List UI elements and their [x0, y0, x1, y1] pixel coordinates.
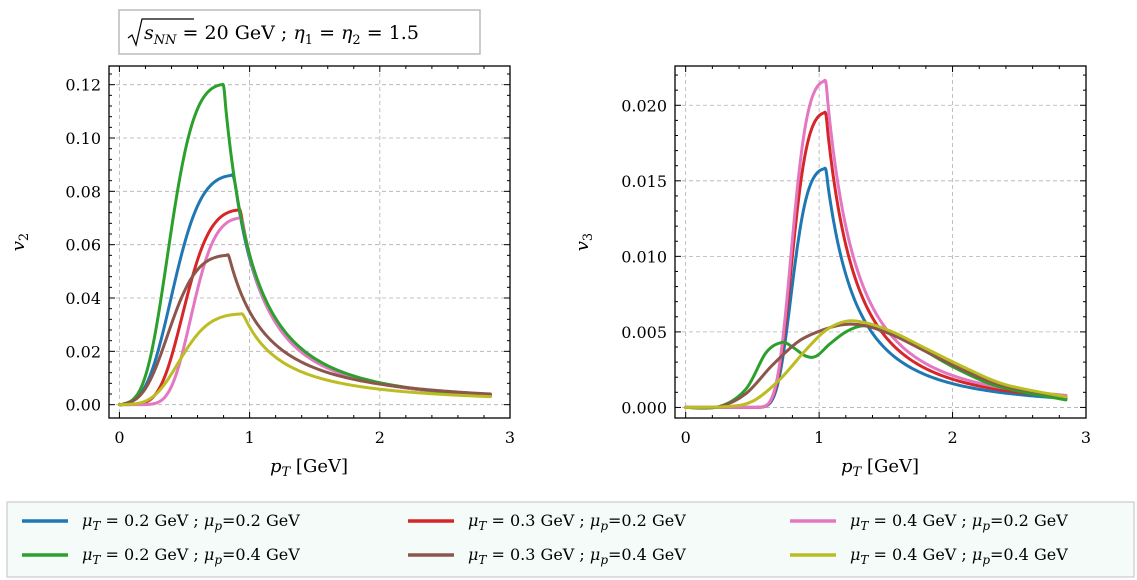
x-tick-label: 1	[814, 428, 824, 447]
v3-grid	[675, 66, 1087, 418]
x-tick-label: 3	[505, 428, 515, 447]
legend-label: μT = 0.3 GeV ; μp=0.4 GeV	[468, 545, 686, 567]
legend-entry: μT = 0.2 GeV ; μp=0.2 GeV	[22, 511, 300, 533]
legend-label: μT = 0.2 GeV ; μp=0.2 GeV	[82, 511, 300, 533]
v2-x-axis-label: pT [GeV]	[270, 456, 348, 480]
y-tick-label: 0.00	[65, 396, 101, 415]
y-tick-label: 0.10	[65, 129, 101, 148]
y-tick-label: 0.000	[621, 398, 667, 417]
legend-label: μT = 0.2 GeV ; μp=0.4 GeV	[82, 545, 300, 567]
y-tick-label: 0.005	[621, 323, 667, 342]
annotation-box: sNN = 20 GeV ; η1 = η2 = 1.5	[118, 9, 481, 55]
v3-panel: 0 1 2 3 0.000 0.005 0.010 0.015 0.020 pT [GeV] v…	[572, 65, 1091, 480]
v3-x-axis-label: pT [GeV]	[841, 456, 919, 480]
x-tick-label: 1	[245, 428, 255, 447]
y-tick-label: 0.015	[621, 172, 667, 191]
v3-ticks: 0 1 2 3 0.000 0.005 0.010 0.015 0.020	[621, 66, 1091, 447]
legend-entry: μT = 0.2 GeV ; μp=0.4 GeV	[22, 545, 300, 567]
v2-y-axis-label: v2	[8, 233, 32, 251]
v2-axes-frame	[108, 65, 511, 419]
x-tick-label: 0	[681, 428, 691, 447]
series-line-v3-2	[684, 78, 1068, 409]
v2-series	[117, 82, 492, 407]
sqrt-sign-icon	[127, 18, 194, 48]
v2-grid	[109, 66, 511, 418]
legend-entry: μT = 0.3 GeV ; μp=0.2 GeV	[408, 511, 686, 533]
series-line-v3-5	[684, 319, 1068, 409]
y-tick-label: 0.04	[65, 289, 101, 308]
x-tick-label: 3	[1081, 428, 1091, 447]
series-line-v3-1	[684, 110, 1068, 409]
x-tick-label: 2	[947, 428, 957, 447]
y-tick-label: 0.020	[621, 96, 667, 115]
legend-label: μT = 0.3 GeV ; μp=0.2 GeV	[468, 511, 686, 533]
v3-series	[684, 78, 1068, 410]
annotation-text: sNN = 20 GeV ; η1 = η2 = 1.5	[144, 22, 419, 48]
legend-frame	[6, 501, 1135, 578]
v3-axes-frame	[674, 65, 1087, 419]
legend-label: μT = 0.4 GeV ; μp=0.2 GeV	[850, 511, 1068, 533]
series-line-v3-4	[684, 322, 1068, 410]
y-tick-label: 0.06	[65, 236, 101, 255]
v2-ticks: 0 1 2 3 0.00 0.02 0.04 0.06 0.08 0.10 0.12	[65, 66, 515, 447]
legend-entry: μT = 0.4 GeV ; μp=0.2 GeV	[790, 511, 1068, 533]
y-tick-label: 0.12	[65, 76, 101, 95]
series-line-v3-0	[684, 166, 1068, 409]
v2-panel: 0 1 2 3 0.00 0.02 0.04 0.06 0.08 0.10 0.12 pT [GeV…	[8, 65, 515, 480]
v3-y-axis-label: v3	[572, 233, 596, 251]
legend-entry: μT = 0.3 GeV ; μp=0.4 GeV	[408, 545, 686, 567]
legend-label: μT = 0.4 GeV ; μp=0.4 GeV	[850, 545, 1068, 567]
x-tick-label: 2	[375, 428, 385, 447]
y-tick-label: 0.02	[65, 342, 101, 361]
series-line-v2-5	[117, 312, 492, 407]
series-line-v3-3	[684, 324, 1068, 410]
legend-entry: μT = 0.4 GeV ; μp=0.4 GeV	[790, 545, 1068, 567]
series-line-v2-4	[117, 253, 492, 407]
y-tick-label: 0.08	[65, 182, 101, 201]
x-tick-label: 0	[114, 428, 124, 447]
y-tick-label: 0.010	[621, 247, 667, 266]
legend: μT = 0.2 GeV ; μp=0.2 GeV μT = 0.3 GeV ; …	[6, 501, 1135, 578]
